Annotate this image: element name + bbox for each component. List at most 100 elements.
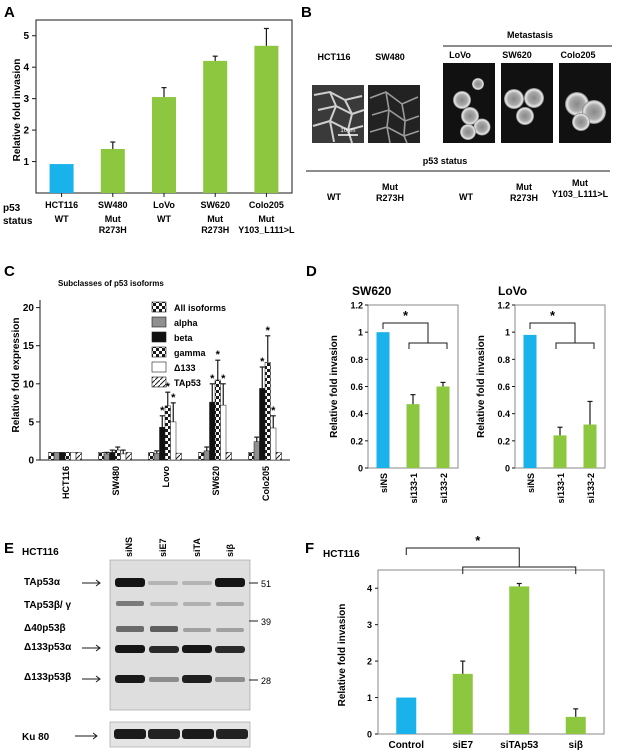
panel-b-status-text: WT (459, 192, 473, 202)
marker-28: 28 (261, 676, 271, 686)
panel-e: E HCT116 (4, 537, 271, 748)
panel-c-bar (153, 452, 160, 461)
panel-a-bar-lovo (152, 97, 176, 193)
panel-d-ytick-label: 0.2 (497, 436, 510, 446)
panel-c-xtick-label: SW620 (211, 466, 221, 496)
panel-f-bar-sitap53 (509, 586, 530, 734)
panel-a-xtick-label: Colo205 (249, 200, 284, 210)
panel-d-significance-star: * (403, 308, 409, 323)
panel-b-status-text: Mut (572, 178, 588, 188)
micrograph-sw480 (368, 85, 420, 144)
panel-c-bar (120, 453, 127, 461)
panel-e-band-labels: TAp53α TAp53β/ γ Δ40p53β Δ133p53α Δ133p53β (24, 577, 101, 683)
panel-d-ytick-label: 0 (505, 464, 510, 474)
marker-39: 39 (261, 617, 271, 627)
panel-d-chart-lovo: LoVo Relative fold invasion 0 0.2 0.4 0.6 0.8 1… (476, 284, 606, 504)
panel-d-bar-si133-1 (553, 435, 567, 468)
scale-bar-label: 10µm (340, 128, 355, 134)
panel-c-ytick-label: 10 (23, 379, 35, 390)
panel-b-cell-sw480: SW480 (375, 52, 405, 62)
panel-a-status-label: status (3, 216, 33, 227)
panel-a-xtick-label: SW620 (200, 200, 230, 210)
panel-c-letter: C (4, 263, 15, 280)
panel-b-cell-colo205: Colo205 (560, 50, 595, 60)
panel-a-bar-hct116 (49, 164, 74, 193)
panel-f-bracket (405, 547, 520, 567)
panel-c-bar (159, 426, 166, 461)
panel-c-bar (48, 452, 55, 461)
panel-b-status-text: R273H (510, 193, 538, 203)
panel-d-bar-si133-1 (406, 404, 420, 468)
panel-c: C Subclasses of p53 isoforms Relative fo… (4, 263, 290, 501)
panel-f-bar-siβ (565, 716, 586, 734)
panel-c-bar (203, 450, 210, 461)
panel-c-bar (114, 449, 121, 461)
panel-f-ytick-label: 4 (367, 584, 372, 594)
panel-c-xtick-label: SW480 (111, 466, 121, 496)
panel-f-frame (377, 569, 605, 735)
panel-a-status-text: WT (157, 214, 171, 224)
panel-c-legend-label: Δ133 (174, 363, 196, 373)
panel-d: D SW620 Relative fold invasion 0 0.2 0.4 0.6 0… (306, 263, 606, 504)
marker-51: 51 (261, 579, 271, 589)
panel-f-cell: HCT116 (323, 549, 360, 560)
panel-d-ytick-label: 0.2 (350, 436, 363, 446)
panel-c-ytick-label: 20 (23, 303, 35, 314)
panel-c-axes: 0 5 10 15 20 HCT116 SW480 Lovo SW620 Colo205 (23, 300, 290, 501)
panel-a-letter: A (4, 4, 15, 21)
panel-b-p53-status: p53 status (423, 156, 468, 166)
panel-c-xtick-label: Colo205 (261, 466, 271, 501)
panel-c-significance-star: * (210, 373, 215, 385)
panel-c-ytick-label: 0 (28, 456, 34, 467)
panel-e-band-label: Δ133p53α (24, 642, 72, 653)
panel-e-band-label: TAp53α (24, 577, 61, 588)
panel-d-ylabel: Relative fold invasion (329, 335, 340, 438)
panel-c-bar (148, 452, 155, 461)
panel-a-status-text: Mut (258, 214, 274, 224)
micrograph-hct116: 10µm (312, 85, 365, 144)
panel-c-bar (270, 427, 277, 461)
panel-e-cell: HCT116 (22, 547, 59, 558)
panel-f-bar-control (396, 697, 417, 734)
panel-f-axes: 0 1 2 3 4 Control siE7 siTAp53 siβ * (367, 533, 605, 751)
panel-c-legend-swatch (151, 301, 167, 313)
panel-c-legend: All isoforms alpha beta gamma Δ133 TAp53 (151, 301, 226, 388)
panel-a-bar-sw480 (100, 148, 125, 193)
lane-sibeta: siβ (225, 543, 235, 557)
panel-a-xtick-label: LoVo (153, 200, 175, 210)
panel-d-bar-si133-2 (436, 386, 450, 468)
lane-sita: siTA (192, 538, 202, 557)
panel-a-status-text: Y103_L111>L (238, 225, 295, 235)
panel-d-xtick-label: siNS (526, 473, 536, 493)
panel-f-bars (396, 582, 586, 734)
panel-c-significance-star: * (171, 392, 176, 404)
panel-d-xtick-label: si133-2 (586, 473, 596, 504)
panel-b: B Metastasis HCT116 SW480 LoVo SW620 Col… (301, 4, 612, 203)
panel-e-band-label: Δ40p53β (24, 623, 66, 634)
panel-c-bar (253, 441, 260, 461)
panel-b-cell-lovo: LoVo (449, 50, 471, 60)
panel-f-significance-star: * (475, 533, 481, 548)
panel-d-letter: D (306, 263, 317, 280)
micrograph-colo205 (559, 63, 611, 143)
panel-b-status-text: R273H (376, 193, 404, 203)
panel-a-ylabel: Relative fold invasion (12, 59, 23, 162)
panel-d-ytick-label: 1.2 (497, 301, 510, 311)
panel-b-status-text: WT (327, 192, 341, 202)
panel-d-chart-sw620: SW620 Relative fold invasion 0 0.2 0.4 0.6 0.8… (329, 284, 459, 504)
panel-c-legend-swatch (151, 331, 167, 343)
panel-e-band-label: Δ133p53β (24, 672, 71, 683)
panel-c-bar (264, 362, 271, 461)
lane-sie7: siE7 (158, 538, 168, 557)
panel-c-bar (164, 405, 171, 461)
panel-d-ytick-label: 0.8 (497, 355, 510, 365)
panel-b-cell-hct116: HCT116 (317, 52, 350, 62)
panel-a-status-text: Mut (207, 214, 223, 224)
panel-c-significance-star: * (221, 373, 226, 385)
panel-c-legend-swatch (151, 316, 167, 328)
panel-c-ylabel: Relative fold expression (11, 317, 22, 432)
panel-c-bar (198, 452, 205, 461)
panel-e-band-arrow (82, 644, 101, 652)
panel-d-ytick-label: 1 (505, 328, 510, 338)
